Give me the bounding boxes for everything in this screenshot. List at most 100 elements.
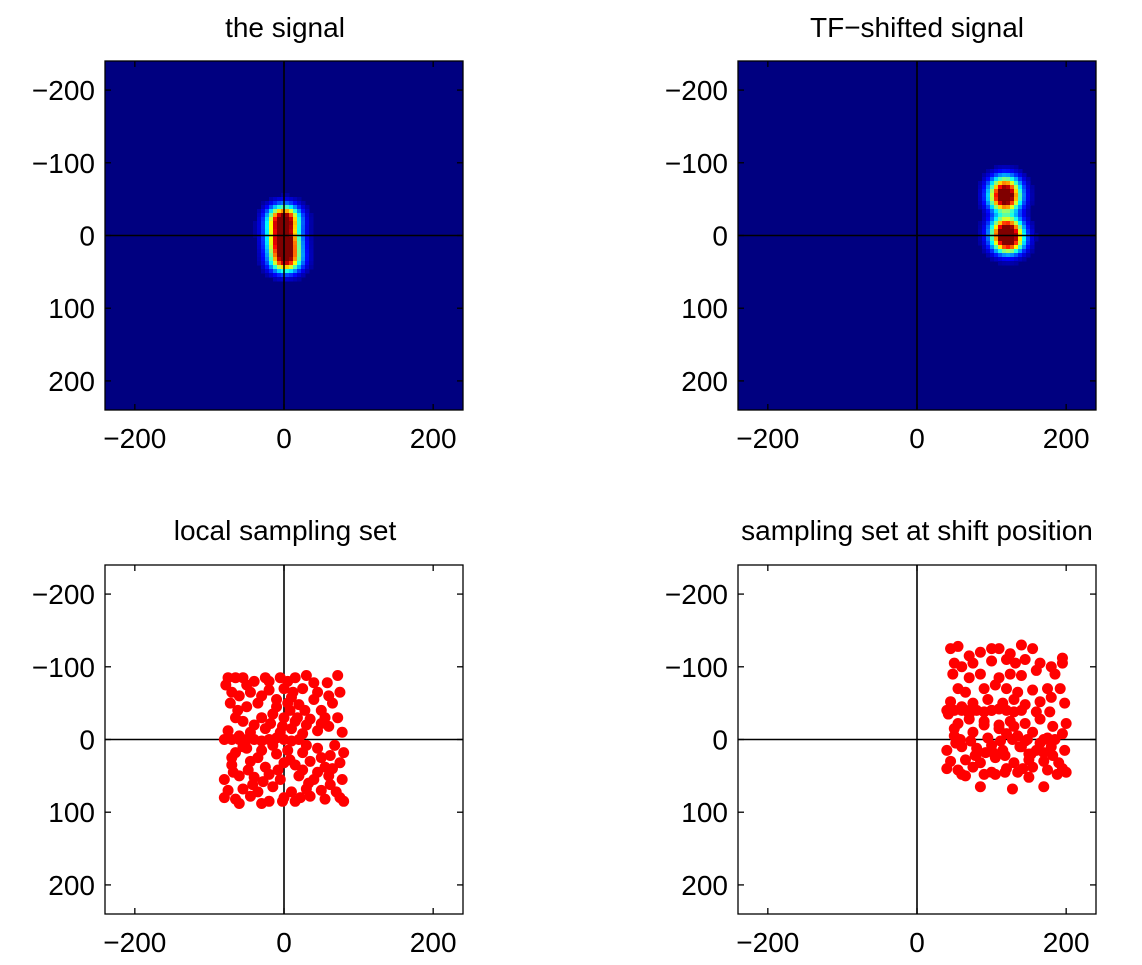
scatter-point xyxy=(999,766,1011,778)
scatter-point xyxy=(1047,720,1059,732)
y-tick-label: −100 xyxy=(32,652,95,683)
scatter-point xyxy=(986,655,998,667)
scatter-point xyxy=(1019,718,1031,730)
scatter-point xyxy=(242,764,254,776)
scatter-point xyxy=(265,718,277,730)
scatter-point xyxy=(1004,668,1016,680)
scatter-point xyxy=(978,719,990,731)
scatter-point xyxy=(1001,683,1012,695)
scatter-point xyxy=(967,726,979,738)
scatter-point xyxy=(1049,668,1061,680)
scatter-point xyxy=(993,723,1005,735)
x-tick-label: 0 xyxy=(276,927,292,958)
scatter-point xyxy=(967,761,979,773)
scatter-point xyxy=(1006,783,1018,795)
scatter-point xyxy=(332,670,344,682)
scatter-point xyxy=(220,679,232,691)
scatter-point xyxy=(304,790,316,802)
heatmap-cells xyxy=(253,193,314,282)
scatter-point xyxy=(1006,734,1018,745)
scatter-point xyxy=(1060,766,1072,778)
scatter-point xyxy=(319,793,331,805)
scatter-point xyxy=(945,696,957,708)
scatter-point xyxy=(326,763,338,775)
scatter-point xyxy=(315,704,327,716)
scatter-point xyxy=(338,795,350,807)
scatter-point xyxy=(1030,706,1042,718)
y-tick-label: 0 xyxy=(79,725,95,756)
scatter-point xyxy=(1017,763,1029,775)
scatter-point xyxy=(963,708,975,720)
scatter-point xyxy=(267,708,279,720)
y-tick-label: 0 xyxy=(79,221,95,252)
scatter-point xyxy=(986,704,998,716)
y-tick-label: −100 xyxy=(665,148,728,179)
scatter-point xyxy=(1045,691,1057,703)
scatter-point xyxy=(1027,684,1039,696)
scatter-point xyxy=(969,749,981,761)
y-tick-label: 200 xyxy=(681,366,728,397)
scatter-point xyxy=(1038,781,1050,793)
scatter-point xyxy=(1056,728,1068,740)
scatter-point xyxy=(941,763,953,775)
y-tick-label: 200 xyxy=(48,870,95,901)
scatter-point xyxy=(308,677,320,689)
scatter-point xyxy=(263,675,275,687)
scatter-point xyxy=(978,768,990,780)
scatter-point xyxy=(244,790,256,802)
scatter-point xyxy=(1001,654,1012,666)
scatter-point xyxy=(297,764,309,776)
x-tick-label: 200 xyxy=(410,423,457,454)
scatter-point xyxy=(284,754,296,766)
scatter-point xyxy=(1009,657,1021,669)
plot-area: −200 0 200 −200 −100 0 100 200 xyxy=(32,564,464,958)
scatter-point xyxy=(285,723,297,735)
scatter-point xyxy=(291,712,303,724)
scatter-point xyxy=(299,704,311,716)
scatter-point xyxy=(948,723,960,735)
panel-title: sampling set at shift position xyxy=(741,515,1093,546)
scatter-point xyxy=(326,697,338,709)
panel-signal: the signal −200 0 200 −200 −100 0 100 200 xyxy=(32,12,464,454)
scatter-point xyxy=(312,742,324,754)
scatter-point xyxy=(336,773,348,785)
scatter-point xyxy=(285,786,297,798)
scatter-point xyxy=(974,781,986,793)
scatter-point xyxy=(967,657,979,669)
scatter-point xyxy=(300,719,312,731)
scatter-point xyxy=(271,694,283,706)
y-tick-label: −200 xyxy=(32,75,95,106)
scatter-point xyxy=(271,748,283,760)
scatter-point xyxy=(1054,683,1066,695)
y-tick-label: 100 xyxy=(48,293,95,324)
x-tick-label: 200 xyxy=(1043,423,1090,454)
x-tick-label: −200 xyxy=(736,423,799,454)
y-tick-label: 200 xyxy=(681,870,728,901)
scatter-point xyxy=(1042,764,1054,776)
scatter-point xyxy=(952,640,964,652)
scatter-point xyxy=(267,781,279,793)
scatter-point xyxy=(963,672,975,684)
plot-area: −200 0 200 −200 −100 0 100 200 xyxy=(665,564,1097,958)
y-tick-label: 0 xyxy=(712,221,728,252)
scatter-point xyxy=(1034,696,1046,708)
scatter-point xyxy=(1008,694,1020,706)
scatter-point xyxy=(1015,670,1027,682)
x-tick-label: 200 xyxy=(410,927,457,958)
scatter-point xyxy=(1059,697,1071,709)
scatter-point xyxy=(974,668,986,680)
scatter-point xyxy=(224,697,236,709)
scatter-point xyxy=(257,776,269,788)
panel-tf-shifted-signal: TF−shifted signal −200 0 200 −200 −100 0 100 20… xyxy=(665,12,1097,454)
scatter-point xyxy=(1019,654,1031,666)
y-tick-label: −100 xyxy=(32,148,95,179)
scatter-point xyxy=(1044,706,1056,718)
scatter-point xyxy=(982,694,994,706)
scatter-point xyxy=(284,704,296,716)
scatter-point xyxy=(227,766,239,778)
scatter-point xyxy=(263,684,275,696)
scatter-point xyxy=(324,779,336,791)
scatter-point xyxy=(218,773,230,785)
x-tick-label: 200 xyxy=(1043,927,1090,958)
